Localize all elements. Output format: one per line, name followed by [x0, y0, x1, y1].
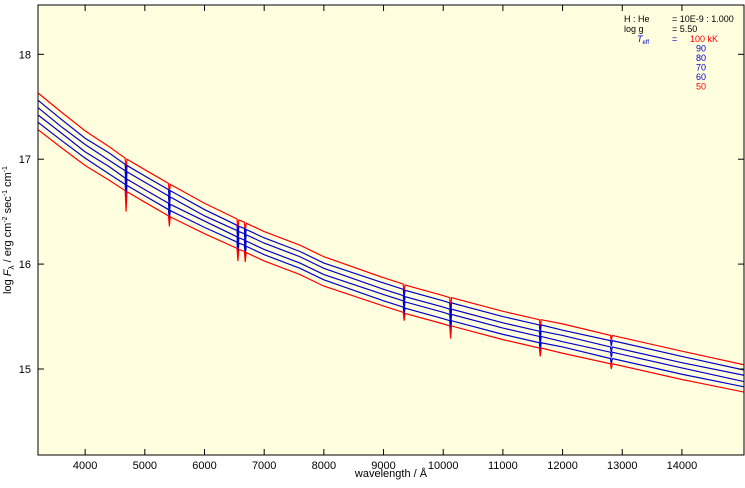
x-tick-label: 5000 — [133, 460, 157, 472]
y-tick-label: 16 — [19, 259, 31, 271]
legend-entry: 100 kK — [690, 34, 718, 44]
spectrum-line — [38, 92, 744, 366]
y-label-part: -2 — [2, 216, 9, 222]
param-value: = 5.50 — [672, 24, 697, 34]
param-label: log g — [624, 24, 644, 34]
x-tick-label: 4000 — [73, 460, 97, 472]
y-label-part: -1 — [2, 190, 9, 196]
plot-background — [38, 5, 744, 455]
legend-entry: 50 — [696, 82, 706, 92]
teff-subscript: eff — [643, 40, 650, 46]
spectrum-line — [38, 99, 744, 371]
x-tick-label: 8000 — [312, 460, 336, 472]
y-axis-label: log Fλ / erg cm-2 sec-1 cm-1 — [2, 166, 16, 294]
x-tick-label: 9000 — [371, 460, 395, 472]
param-value: = 10E-9 : 1.000 — [672, 14, 734, 24]
plot-lines — [38, 92, 744, 393]
y-label-part: sec — [2, 196, 14, 217]
y-tick-label: 17 — [19, 154, 31, 166]
legend-entry: 80 — [696, 53, 706, 63]
legend-entry: 60 — [696, 72, 706, 82]
spectrum-line — [38, 114, 744, 383]
x-tick-label: 14000 — [667, 460, 698, 472]
y-label-part: λ — [7, 265, 16, 269]
y-label-part: / erg cm — [2, 223, 14, 266]
x-tick-label: 7000 — [252, 460, 276, 472]
spectrum-line — [38, 129, 744, 393]
spectrum-line — [38, 122, 744, 388]
y-label-part: F — [2, 268, 14, 276]
y-label-part: log — [2, 276, 14, 294]
x-tick-label: 12000 — [547, 460, 578, 472]
x-tick-label: 13000 — [607, 460, 638, 472]
y-tick-label: 18 — [19, 49, 31, 61]
y-label-part: -1 — [2, 166, 9, 172]
y-label-part: cm — [2, 172, 14, 190]
teff-equals: = — [672, 34, 677, 44]
legend: H : He = 10E-9 : 1.000 log g = 5.50 Teff… — [624, 14, 734, 92]
plot-frame — [37, 4, 745, 456]
param-label: H : He — [624, 14, 650, 24]
legend-entry: 90 — [696, 44, 706, 54]
teff-symbol: T — [637, 34, 644, 44]
spectrum-line — [38, 107, 744, 376]
x-tick-label: 6000 — [192, 460, 216, 472]
x-axis-label: wavelength / Å — [354, 467, 428, 480]
teff-label: Teff — [637, 34, 649, 46]
legend-entry: 70 — [696, 63, 706, 73]
x-tick-label: 10000 — [428, 460, 459, 472]
x-tick-label: 11000 — [488, 460, 518, 472]
y-tick-label: 15 — [19, 364, 31, 376]
